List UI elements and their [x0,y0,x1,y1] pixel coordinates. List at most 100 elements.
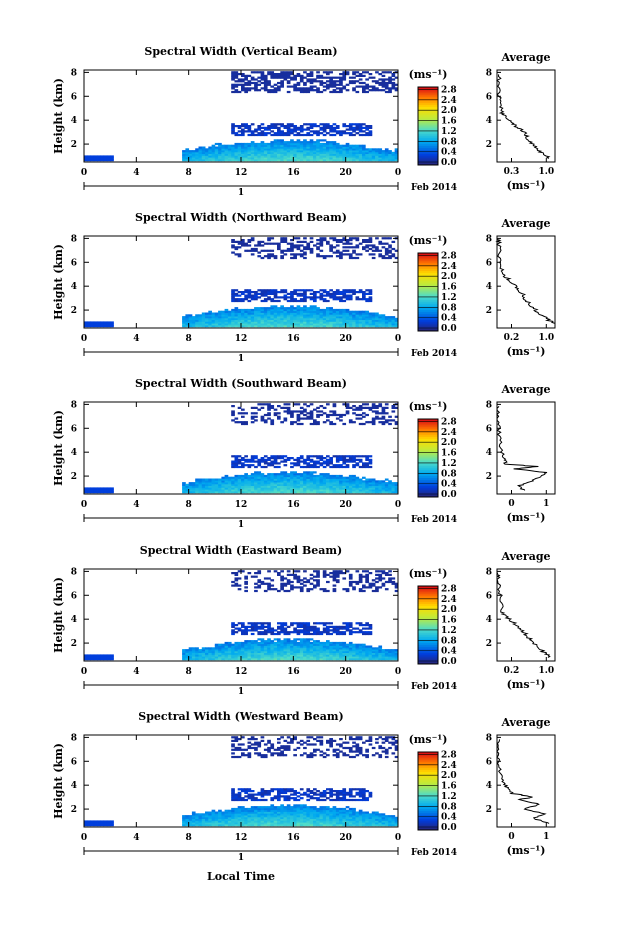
heatmap-cell [241,649,245,652]
heatmap-cell [234,624,239,627]
heatmap-cell [231,289,235,292]
heatmap-cell [332,482,337,485]
heatmap-cell [329,159,333,162]
heatmap-cell [185,491,190,494]
heatmap-cell [182,157,186,160]
heatmap-cell [263,658,268,661]
heatmap-cell [352,586,356,589]
heatmap-cell [306,128,311,131]
colorbar-swatch [418,149,438,152]
x-tick-label: 0 [395,168,401,178]
heatmap-cell [250,76,255,79]
heatmap-cell [375,410,379,413]
heatmap-cell [381,83,386,86]
heatmap-cell [313,141,317,144]
heatmap-cell [283,71,288,74]
colorbar-unit: (ms⁻¹) [409,567,448,580]
heatmap-cell [244,421,248,424]
heatmap-cell [182,658,186,661]
heatmap-cell [362,412,366,415]
heatmap-cell [375,405,379,408]
heatmap-cell [273,480,278,483]
heatmap-cell [309,144,314,147]
heatmap-cell [244,90,248,94]
heatmap-cell [218,649,222,652]
heatmap-cell [231,654,235,657]
heatmap-cell [241,144,245,147]
heatmap-cell [263,126,268,129]
heatmap-cell [309,71,314,74]
heatmap-cell [110,487,114,490]
heatmap-cell [290,139,294,142]
heatmap-cell [188,485,193,488]
heatmap-cell [250,487,255,490]
heatmap-cell [362,71,366,74]
heatmap-cell [231,405,235,408]
heatmap-cell [254,465,258,469]
heatmap-cell [237,622,242,625]
heatmap-cell [309,476,314,479]
date-label: Feb 2014 [411,349,457,359]
colorbar-tick-label: 2.8 [441,417,457,427]
heatmap-cell [345,627,350,630]
heatmap-cell [348,312,353,315]
heatmap-cell [371,89,376,92]
heatmap-cell [332,159,337,162]
panel-title: Spectral Width (Westward Beam) [138,710,343,723]
avg-y-tick-label: 6 [486,258,492,268]
heatmap-cell [293,575,297,578]
heatmap-cell [254,323,258,326]
heatmap-cell [322,237,327,240]
heatmap-cell [309,471,314,474]
heatmap-cell [241,125,245,128]
heatmap-cell [378,157,383,160]
heatmap-cell [234,650,239,653]
heatmap-cell [362,81,366,85]
heatmap-cell [286,645,291,648]
heatmap-cell [381,237,386,240]
heatmap-cell [260,656,265,659]
heatmap-cell [283,480,288,483]
heatmap-cell [332,625,337,628]
heatmap-cell [371,483,376,486]
heatmap-cell [277,157,281,160]
heatmap-cell [299,249,304,252]
heatmap-cell [267,151,271,154]
heatmap-cell [322,412,327,415]
heatmap-cell [335,455,340,458]
heatmap-cell [339,464,343,467]
colorbar-swatch [418,153,438,156]
heatmap-cell [106,323,111,326]
heatmap-cell [286,457,291,460]
heatmap-cell [326,155,330,158]
heatmap-cell [201,316,206,319]
heatmap-cell [345,83,350,86]
heatmap-cell [241,415,245,418]
heatmap-cell [362,483,366,486]
heatmap-cell [286,133,291,137]
heatmap-cell [329,310,333,313]
heatmap-cell [286,148,291,151]
heatmap-cell [273,90,278,94]
heatmap-cell [263,323,268,326]
heatmap-cell [299,483,304,486]
heatmap-cell [260,476,265,479]
heatmap-cell [260,71,265,74]
heatmap-cell [247,83,252,86]
heatmap-cell [326,157,330,160]
heatmap-cell [335,87,340,90]
heatmap-cell [326,310,330,313]
heatmap-cell [227,652,232,655]
heatmap-cell [260,643,265,646]
heatmap-cell [316,652,320,655]
heatmap-cell [188,820,193,823]
heatmap-cell [299,647,304,650]
heatmap-cell [316,310,320,313]
heatmap-cell [391,577,396,580]
heatmap-cell [313,159,317,162]
heatmap-cell [303,133,307,137]
heatmap-cell [227,478,232,481]
heatmap-cell [362,150,366,153]
heatmap-cell [191,818,196,821]
heatmap-cell [332,81,337,85]
